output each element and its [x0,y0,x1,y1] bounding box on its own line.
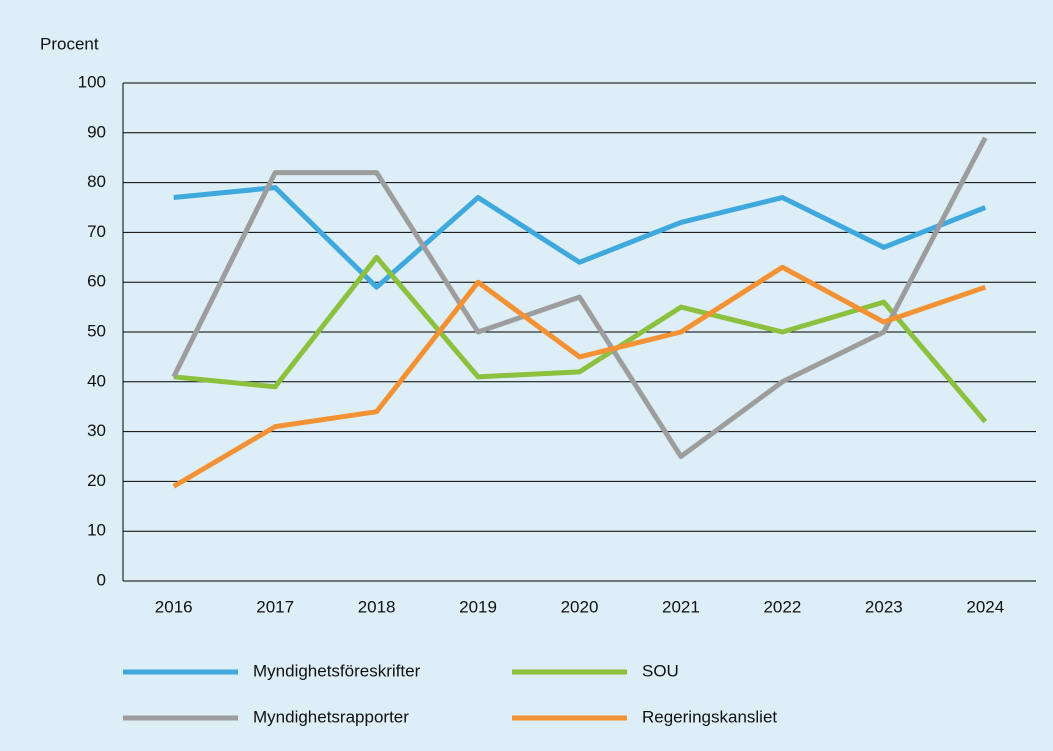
x-tick-label: 2017 [256,597,294,616]
y-tick-label: 10 [87,521,106,540]
y-tick-label: 70 [87,222,106,241]
x-tick-label: 2022 [763,597,801,616]
y-tick-label: 50 [87,321,106,340]
x-tick-label: 2019 [459,597,497,616]
x-tick-label: 2020 [561,597,599,616]
series-line [171,136,988,459]
y-tick-label: 80 [87,172,106,191]
x-tick-label: 2024 [966,597,1004,616]
y-tick-label: 30 [87,421,106,440]
y-axis-label: Procent [40,34,99,53]
x-tick-label: 2023 [865,597,903,616]
y-tick-label: 40 [87,371,106,390]
legend-label: Myndighetsrapporter [253,707,409,726]
y-tick-label: 20 [87,471,106,490]
series-line [173,254,988,424]
x-tick-label: 2021 [662,597,700,616]
x-tick-label: 2016 [155,597,193,616]
series-line [172,264,987,489]
legend-label: Myndighetsföreskrifter [253,661,421,680]
y-tick-label: 100 [78,72,106,91]
legend-label: Regeringskansliet [642,707,777,726]
y-tick-label: 60 [87,272,106,291]
y-tick-label: 0 [97,570,106,589]
legend-label: SOU [642,661,679,680]
x-tick-label: 2018 [358,597,396,616]
series-line [173,185,987,290]
y-tick-label: 90 [87,122,106,141]
